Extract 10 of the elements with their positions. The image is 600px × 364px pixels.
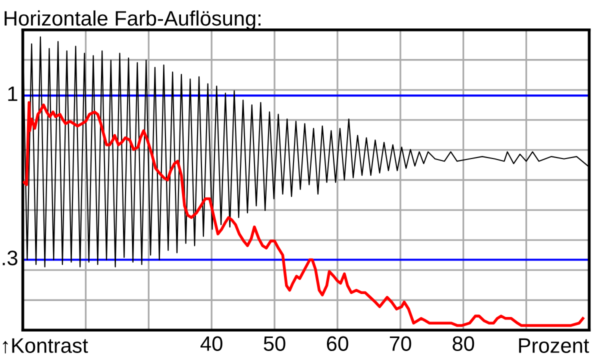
x-tick-label: 60 [326,336,348,352]
x-axis-title: Prozent [519,338,590,353]
x-tick-label: 40 [200,336,222,352]
x-tick-label: 80 [452,336,474,352]
x-tick-label: 50 [264,336,286,352]
ref-line-label: .3 [2,250,18,266]
chart-title: Horizontale Farb-Auflösung: [4,10,260,30]
text: ↑Kontrast [2,338,88,354]
ref-line-label: 1 [8,86,18,101]
x-tick-label: 70 [390,336,412,352]
